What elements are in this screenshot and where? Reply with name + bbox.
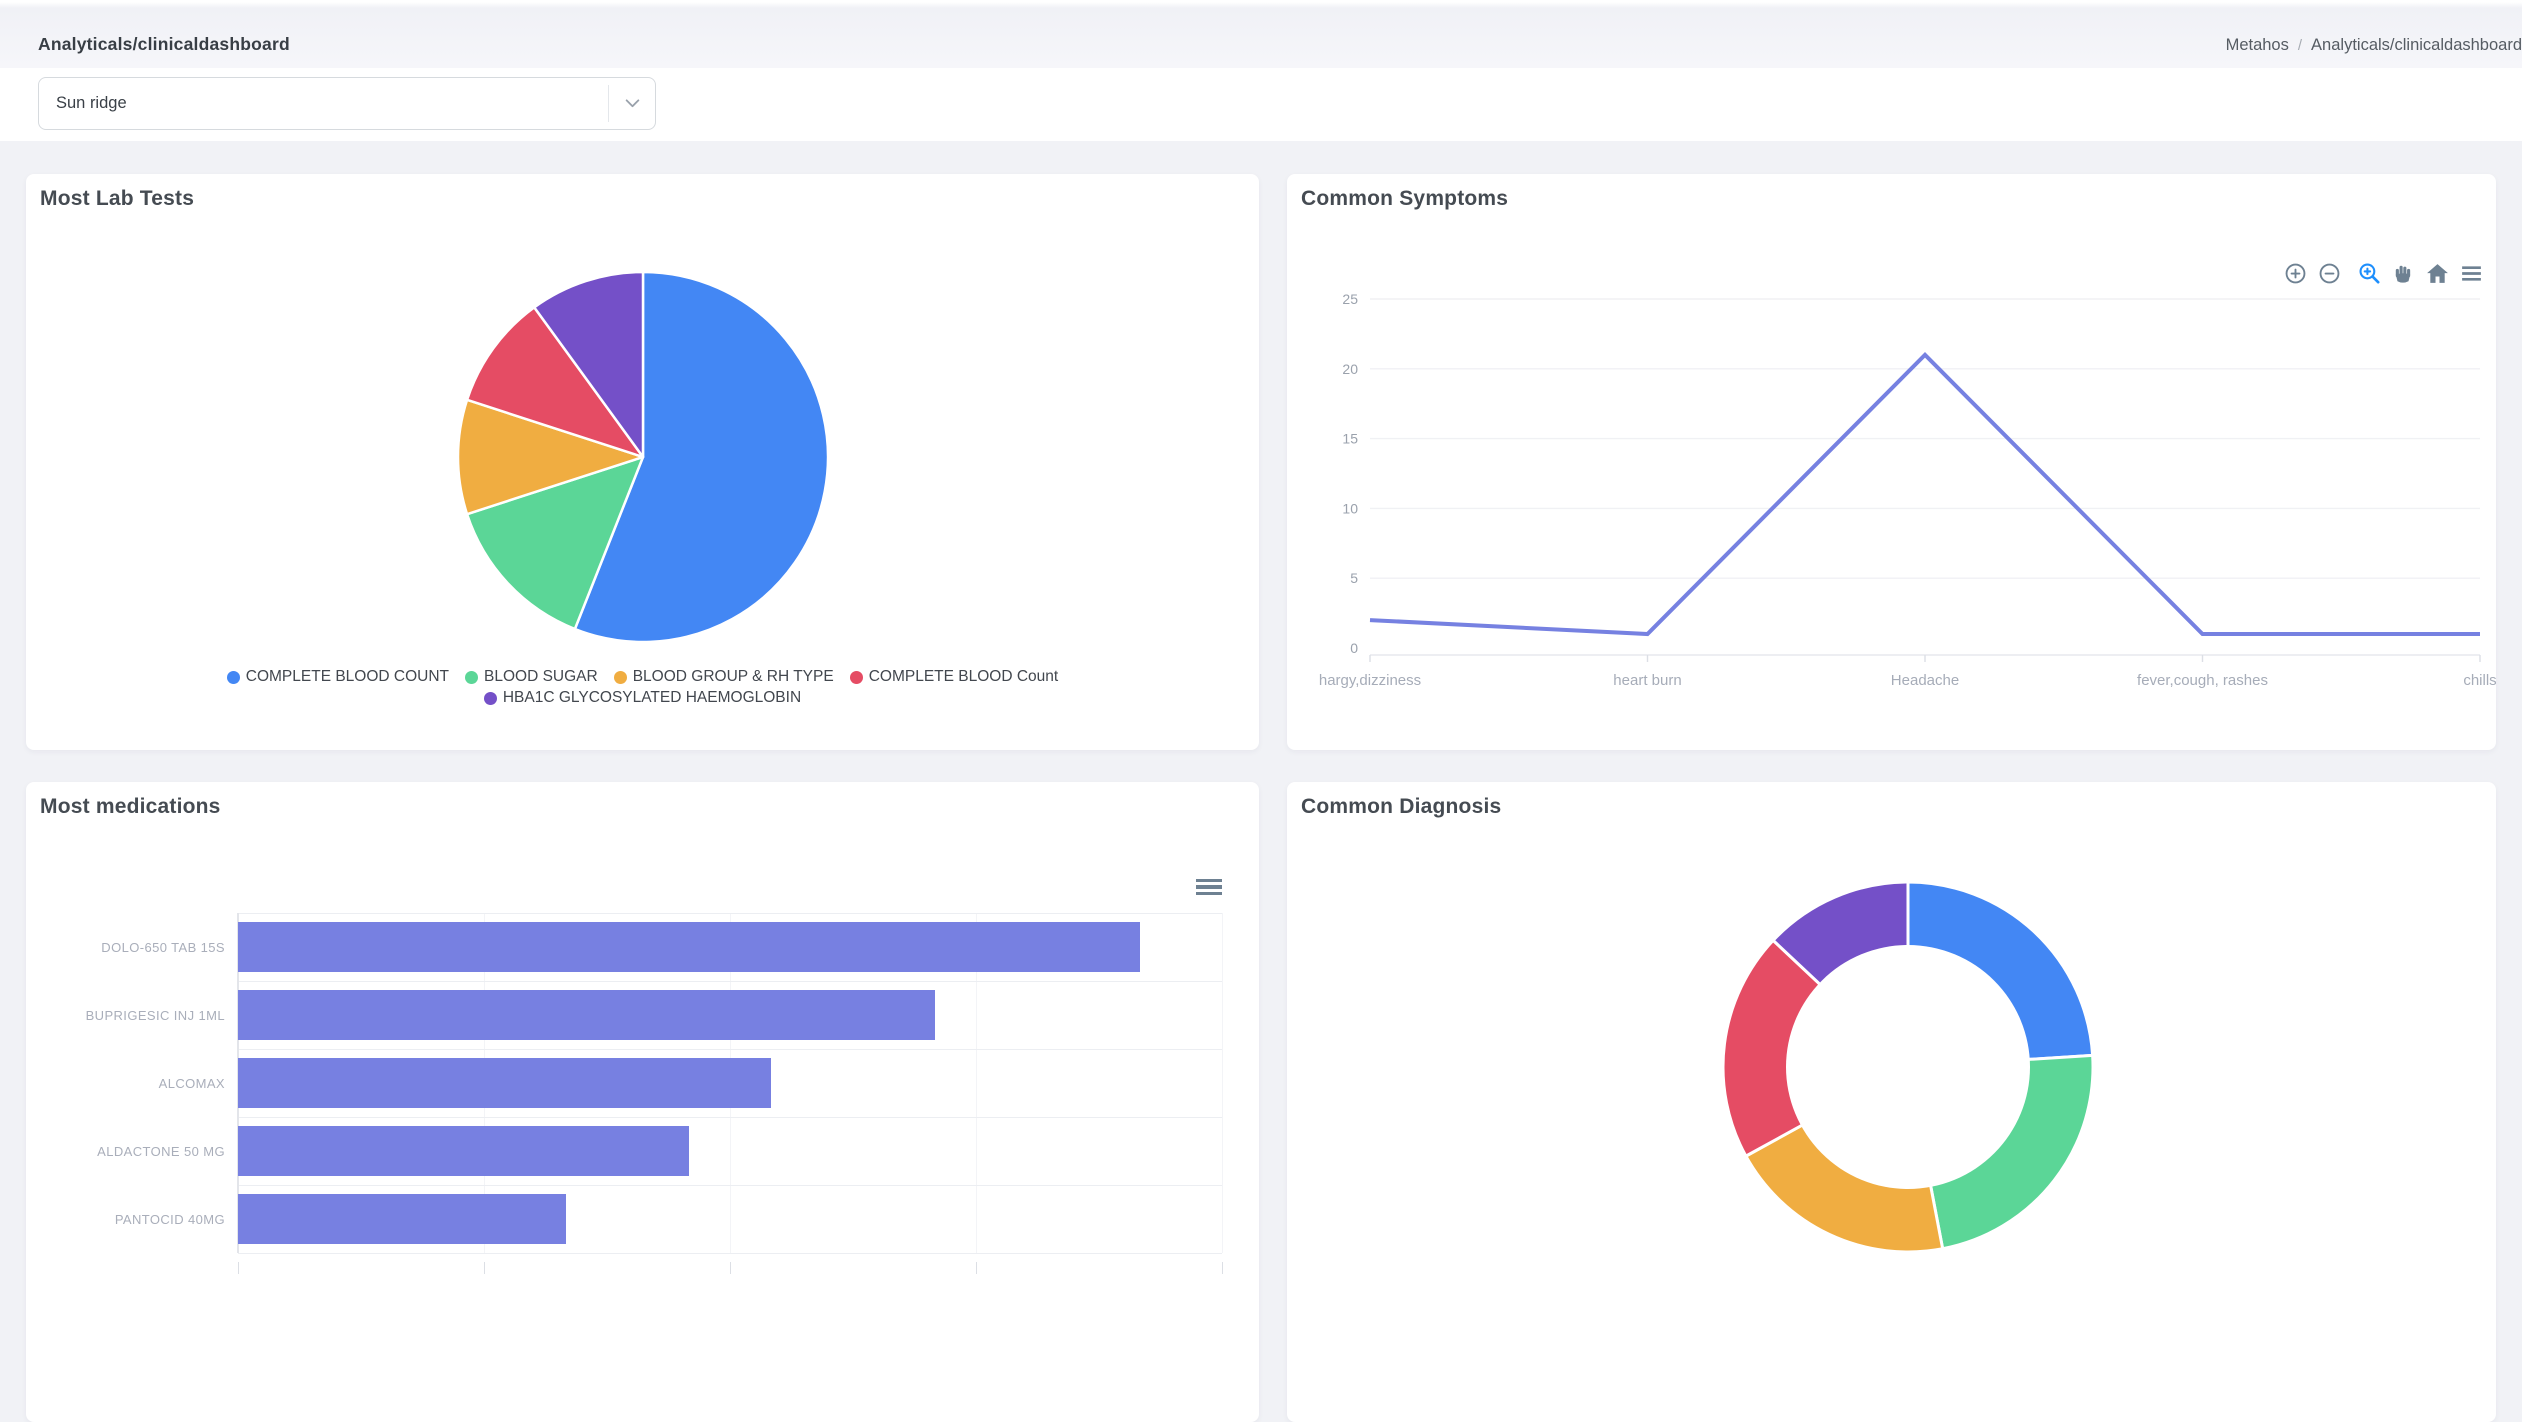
x-axis-label: heart burn <box>1613 672 1681 689</box>
legend-label: BLOOD GROUP & RH TYPE <box>632 668 834 685</box>
bar-category-label: ALDACTONE 50 MG <box>97 1143 225 1159</box>
breadcrumb: Metahos / Analyticals/clinicaldashboard <box>2226 36 2522 68</box>
pan-hand-icon[interactable] <box>2390 260 2417 287</box>
bar-category-label: DOLO-650 TAB 15S <box>101 939 225 955</box>
legend-label: BLOOD SUGAR <box>484 668 598 685</box>
home-reset-icon[interactable] <box>2424 260 2451 287</box>
lab-tests-pie-chart[interactable] <box>26 174 1259 750</box>
zoom-out-icon[interactable] <box>2316 260 2343 287</box>
bar-category-label: BUPRIGESIC INJ 1ML <box>85 1007 225 1023</box>
y-axis-label: 5 <box>1350 570 1358 586</box>
legend-item[interactable]: BLOOD SUGAR <box>465 668 598 686</box>
bar-category-label: ALCOMAX <box>158 1075 225 1091</box>
selection-zoom-icon[interactable] <box>2356 260 2383 287</box>
top-bar: Analyticals/clinicaldashboard Metahos / … <box>0 0 2522 68</box>
panel-common-diagnosis: Common Diagnosis <box>1287 782 2496 1422</box>
legend-item[interactable]: BLOOD GROUP & RH TYPE <box>613 668 834 686</box>
legend-dot <box>226 670 240 684</box>
medications-bar-chart[interactable]: DOLO-650 TAB 15S BUPRIGESIC INJ 1ML ALCOMA… <box>26 782 1259 1422</box>
legend-item[interactable]: COMPLETE BLOOD COUNT <box>226 668 450 686</box>
x-axis-label: fever,cough, rashes <box>2137 672 2268 689</box>
legend-label: COMPLETE BLOOD COUNT <box>245 668 450 685</box>
line-series[interactable] <box>1369 352 2480 637</box>
y-axis-label: 25 <box>1342 291 1358 307</box>
donut-hole <box>1786 945 2030 1189</box>
panel-title: Common Symptoms <box>1301 187 1509 210</box>
zoom-in-icon[interactable] <box>2282 260 2309 287</box>
x-axis-label: chills <box>2463 672 2496 689</box>
legend-dot <box>465 670 479 684</box>
bar[interactable] <box>238 922 1140 972</box>
panel-most-medications: Most medications DOLO-650 TAB 15S BUPRIGE… <box>26 782 1259 1422</box>
bar[interactable] <box>238 1194 566 1244</box>
bar[interactable] <box>238 990 935 1040</box>
bar-category-label: PANTOCID 40MG <box>114 1211 225 1227</box>
breadcrumb-separator: / <box>2297 37 2303 54</box>
bar[interactable] <box>238 1126 689 1176</box>
breadcrumb-app[interactable]: Metahos <box>2225 36 2289 54</box>
pie-legend: COMPLETE BLOOD COUNT BLOOD SUGAR BLOOD GRO… <box>176 668 1109 707</box>
pie-slice[interactable] <box>573 270 830 644</box>
chart-toolbar <box>2282 260 2485 287</box>
select-divider <box>607 85 609 122</box>
facility-select[interactable]: Sun ridge <box>38 77 656 130</box>
legend-dot <box>483 691 497 705</box>
bar[interactable] <box>238 1058 771 1108</box>
legend-dot <box>613 670 627 684</box>
legend-label: HBA1C GLYCOSYLATED HAEMOGLOBIN <box>502 689 802 706</box>
legend-item[interactable]: COMPLETE BLOOD Count <box>849 668 1059 686</box>
panel-common-symptoms: Common Symptoms <box>1287 174 2496 750</box>
pie-slice[interactable] <box>465 306 645 459</box>
y-axis-label: 20 <box>1342 361 1358 377</box>
y-axis-label: 15 <box>1342 431 1358 447</box>
filter-strip: Sun ridge <box>0 68 2522 141</box>
panel-title: Common Diagnosis <box>1301 795 1502 818</box>
chevron-down-icon <box>609 99 655 108</box>
legend-item[interactable]: HBA1C GLYCOSYLATED HAEMOGLOBIN <box>483 689 802 707</box>
x-axis-label: hargy,dizziness <box>1319 672 1421 689</box>
symptoms-line-chart[interactable]: 0 5 10 15 20 25 hargy,dizziness heart burn Heada… <box>1287 174 2496 750</box>
y-axis-label: 0 <box>1350 640 1358 656</box>
pie-slice[interactable] <box>456 398 645 516</box>
page-title: Analyticals/clinicaldashboard <box>38 34 290 54</box>
diagnosis-donut-chart[interactable] <box>1287 782 2496 1422</box>
panel-title: Most medications <box>40 795 221 818</box>
panel-most-lab-tests: Most Lab Tests COMPLETE BLOOD COUNT BLOOD… <box>26 174 1259 750</box>
x-axis-label: Headache <box>1891 672 1959 689</box>
chart-menu-icon[interactable] <box>2458 260 2485 287</box>
y-axis-label: 10 <box>1342 500 1358 516</box>
pie-slice[interactable] <box>533 270 645 459</box>
breadcrumb-current: Analyticals/clinicaldashboard <box>2311 36 2522 54</box>
legend-dot <box>849 670 863 684</box>
chart-menu-icon[interactable] <box>1196 879 1222 895</box>
legend-label: COMPLETE BLOOD Count <box>868 668 1059 685</box>
panel-title: Most Lab Tests <box>40 187 195 210</box>
facility-select-value: Sun ridge <box>56 94 127 112</box>
